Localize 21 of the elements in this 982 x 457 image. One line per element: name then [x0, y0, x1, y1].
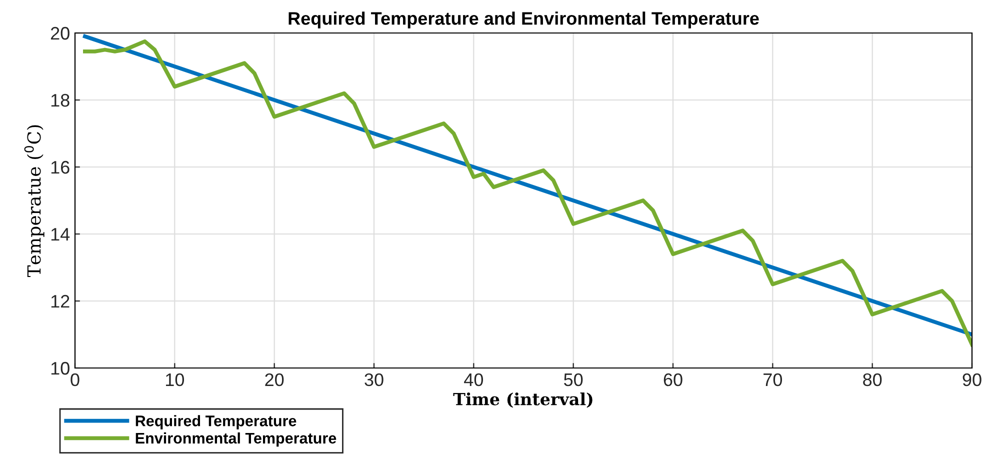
y-tick-label: 12 — [51, 294, 70, 308]
chart-title: Required Temperature and Environmental Temperature — [288, 12, 759, 28]
x-tick-label: 50 — [564, 373, 583, 386]
y-tick-label: 14 — [51, 228, 70, 241]
x-tick-label: 40 — [464, 373, 484, 386]
x-tick-label: 20 — [265, 373, 284, 386]
x-tick-label: 0 — [70, 373, 80, 386]
y-tick-label: 20 — [50, 26, 70, 40]
y-tick-label: 10 — [51, 362, 70, 375]
legend-label: Environmental Temperature — [136, 432, 336, 447]
y-tick-label: 16 — [51, 160, 70, 174]
y-axis-title: Temperatue ($^{0}$C) — [24, 125, 44, 278]
x-tick-label: 60 — [664, 373, 682, 386]
x-tick-label: 30 — [364, 373, 384, 386]
x-tick-label: 90 — [962, 373, 982, 386]
x-tick-label: 10 — [166, 373, 184, 386]
y-tick-label: 18 — [51, 94, 70, 107]
x-tick-label: 70 — [764, 373, 782, 386]
legend-label: Required Temperature — [136, 415, 296, 430]
x-axis-title: Time (interval) — [453, 392, 592, 408]
x-tick-label: 80 — [863, 373, 882, 386]
